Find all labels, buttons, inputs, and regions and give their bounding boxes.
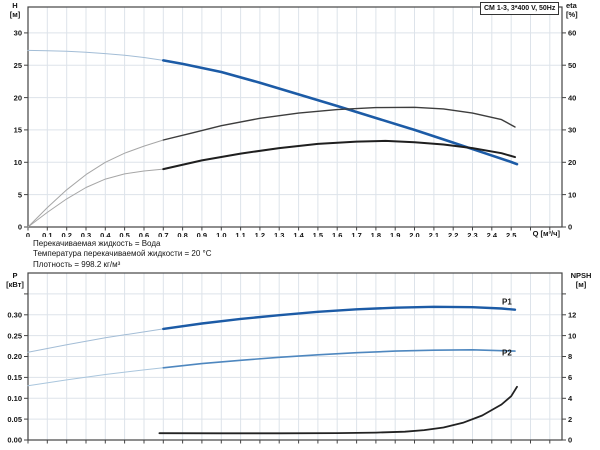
tick-label-left: 0.15 (7, 373, 22, 382)
pump-title-box: CM 1-3, 3*400 V, 50Hz (480, 2, 560, 15)
info-line-temperature: Температура перекачиваемой жидкости = 20… (33, 249, 212, 259)
info-line-liquid: Перекачиваемая жидкость = Вода (33, 239, 161, 248)
tick-label-right: 4 (568, 394, 573, 403)
liquid-info-block: Перекачиваемая жидкость = Вода Температу… (33, 239, 212, 270)
tick-label-right: 20 (568, 158, 576, 167)
tick-label-right: 40 (568, 93, 576, 102)
tick-label-x: 1,8 (371, 231, 381, 237)
tick-label-left: 0.10 (7, 394, 22, 403)
tick-label-x: 2,3 (467, 231, 477, 237)
tick-label-right: 0 (568, 436, 572, 445)
eta-pump-motor-low-flow (27, 168, 164, 228)
tick-label-x: 1,1 (235, 231, 245, 237)
P2-curve (162, 349, 516, 369)
tick-label-x: 0,4 (100, 231, 111, 237)
tick-label-left: 0.00 (7, 436, 22, 445)
tick-label-x: 2,2 (448, 231, 458, 237)
tick-label-x: 1,4 (293, 231, 304, 237)
tick-label-x: 1,9 (390, 231, 400, 237)
tick-label-left: 30 (14, 29, 22, 38)
npsh-axis-label: NPSH [м] (570, 271, 592, 289)
tick-label-x: 2,0 (409, 231, 419, 237)
info-line-density: Плотность = 998.2 кг/м³ (33, 259, 121, 269)
tick-label-right: 12 (568, 311, 576, 320)
tick-label-left: 15 (14, 126, 22, 135)
tick-label-x: 2,5 (506, 231, 516, 237)
tick-label-left: 0.05 (7, 415, 22, 424)
tick-label-x: 0 (26, 231, 30, 237)
tick-label-x: 1,5 (313, 231, 323, 237)
tick-label-right: 60 (568, 29, 576, 38)
tick-label-left: 5 (18, 190, 22, 199)
eta-pump-low-flow (27, 139, 164, 228)
curve-label-P1: P1 (502, 297, 512, 306)
tick-label-x: 1,3 (274, 231, 284, 237)
eta-pump-motor (162, 139, 516, 171)
power-npsh-chart: 0.00 0.05 0.10 0.15 0.20 0.25 0.30 0 2 4 6 8 10 12 P1 P… (7, 272, 576, 445)
tick-label-right: 6 (568, 373, 572, 382)
P1-curve (162, 305, 517, 331)
eta-axis-label: eta [%] (566, 1, 578, 19)
tick-label-x: 1,0 (216, 231, 226, 237)
tick-label-right: 2 (568, 415, 572, 424)
P1-curve-low-flow (27, 328, 164, 353)
q-axis-label: Q [м³/ч] (532, 229, 560, 238)
tick-label-right: 0 (568, 223, 572, 232)
tick-label-left: 10 (14, 158, 22, 167)
tick-label-x: 0,3 (81, 231, 91, 237)
plot-frame (27, 6, 563, 228)
tick-label-x: 1,6 (332, 231, 342, 237)
tick-label-left: 25 (14, 61, 22, 70)
curve-label-P2: P2 (502, 349, 512, 358)
tick-label-left: 20 (14, 93, 22, 102)
NPSH-curve (158, 385, 518, 435)
tick-label-x: 0,7 (158, 231, 168, 237)
p-axis-label: P [кВт] (6, 271, 24, 289)
tick-label-x: 0,2 (61, 231, 71, 237)
h-axis-label: H [м] (9, 1, 21, 19)
tick-label-x: 0,8 (177, 231, 187, 237)
tick-label-x: 0,1 (42, 231, 52, 237)
tick-label-x: 1,7 (351, 231, 361, 237)
eta-pump (162, 106, 516, 141)
tick-label-x: 2,1 (429, 231, 439, 237)
tick-label-right: 10 (568, 190, 576, 199)
H-curve (162, 59, 519, 166)
H-curve-low-flow (27, 49, 164, 61)
tick-label-left: 0.30 (7, 311, 22, 320)
tick-label-left: 0.25 (7, 331, 22, 340)
tick-label-x: 0,5 (119, 231, 129, 237)
tick-label-right: 8 (568, 352, 572, 361)
P2-curve-low-flow (27, 367, 164, 387)
tick-label-x: 2,4 (487, 231, 498, 237)
tick-label-right: 10 (568, 331, 576, 340)
tick-label-left: 0 (18, 223, 22, 232)
hq-eta-chart: 0 5 10 15 20 25 30 0 10 20 30 40 50 60 0 0,1 0,2 0,3 0,4 0,… (14, 6, 576, 237)
tick-label-left: 0.20 (7, 352, 22, 361)
tick-label-right: 50 (568, 61, 576, 70)
tick-label-x: 0,9 (197, 231, 207, 237)
tick-label-right: 30 (568, 126, 576, 135)
tick-label-x: 0,6 (139, 231, 149, 237)
tick-label-x: 1,2 (255, 231, 265, 237)
